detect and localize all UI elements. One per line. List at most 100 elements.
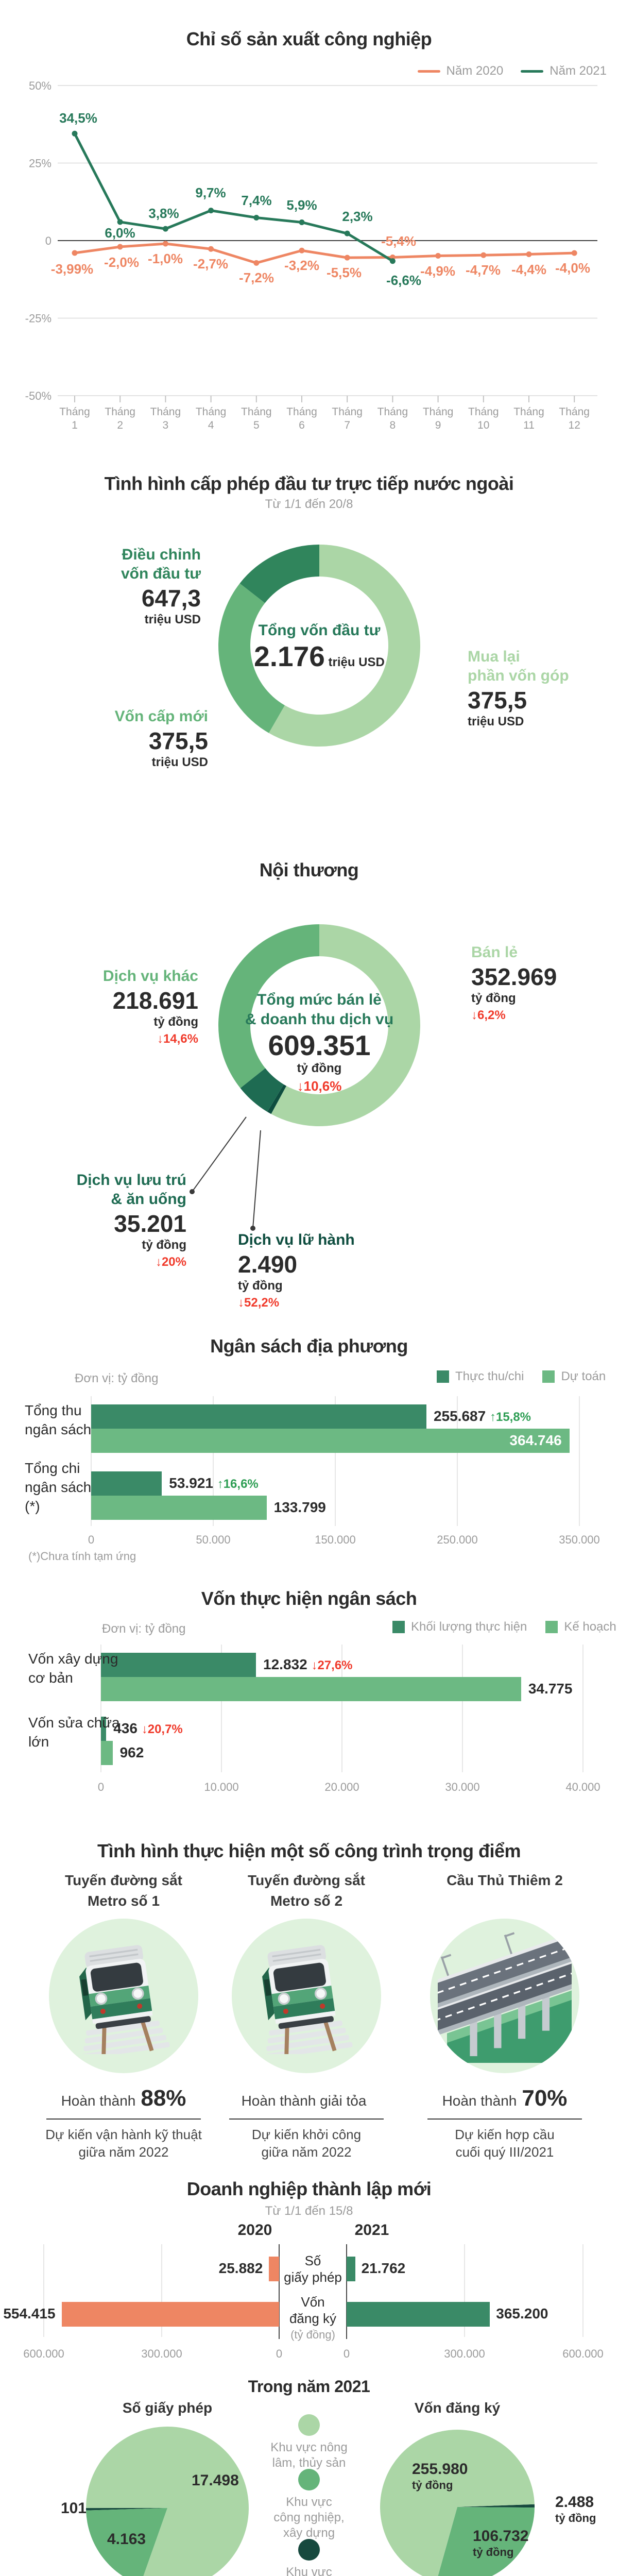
line-series-2021 (73, 132, 394, 263)
project-title-line: Tuyến đường sắt (248, 1872, 365, 1888)
donut-segment (240, 1068, 284, 1112)
business-row2-unit: (tỷ đồng) (290, 2328, 335, 2341)
x-axis-tick: Tháng 6 (286, 406, 317, 431)
project-note-line: giữa năm 2022 (78, 2144, 169, 2160)
donut-center-fdi: Tổng vốn đầu tư 2.176 triệu USD (254, 622, 385, 672)
legend-dot-agriculture (298, 2414, 320, 2436)
donut-segment (239, 545, 319, 603)
bar-plan (91, 1496, 267, 1520)
bar-value-plan: 364.746 (509, 1432, 562, 1448)
bar-value-2021: 21.762 (361, 2260, 406, 2276)
donut-label-d-ch-v-l-h-nh: Dịch vụ lữ hành 2.490 tỷ đồng ↓52,2% (238, 1231, 355, 1310)
legend-item-2021: Năm 2021 (521, 64, 607, 78)
donut-segment (218, 583, 285, 733)
donut-center-trade: Tổng mức bán lẻ & doanh thu dịch vụ 609.35… (245, 991, 394, 1094)
bar-2021 (347, 2257, 355, 2281)
capital-legend-swatch-plan (545, 1621, 558, 1633)
donut-label-d-ch-v-kh-c: Dịch vụ khác 218.691 tỷ đồng ↓14,6% (102, 968, 198, 1046)
x-axis-tick: Tháng 1 (59, 406, 90, 431)
x-axis-tick: Tháng 8 (377, 406, 408, 431)
pie-slice (457, 2504, 535, 2508)
x-axis-tick: Tháng 4 (196, 406, 227, 431)
pie-value-label: 4.163 (107, 2531, 146, 2548)
x-axis-tick: 0 (276, 2347, 283, 2360)
industrial-legend: Năm 2020 Năm 2021 (417, 64, 607, 78)
y2021-title: Trong năm 2021 (248, 2377, 370, 2396)
budget-legend-swatch-plan (542, 1370, 555, 1383)
bar-2020 (269, 2257, 279, 2281)
pie1-title: Số giấy phép (122, 2400, 213, 2416)
bar-plan (101, 1741, 113, 1765)
pie-slice (85, 2507, 167, 2511)
x-axis-tick: 150.000 (315, 1533, 356, 1546)
x-axis-tick: 600.000 (23, 2347, 64, 2360)
x-axis-tick: Tháng 12 (559, 406, 590, 431)
pie-slice (380, 2430, 535, 2576)
bar-value-2021: 365.200 (496, 2306, 548, 2321)
bar-plan (91, 1429, 570, 1453)
data-label: -3,99% (51, 261, 93, 277)
budget-footnote: (*)Chưa tính tạm ứng (28, 1550, 136, 1563)
y-axis-tick: 25% (29, 157, 52, 170)
project-status: Hoàn thành 88% (61, 2086, 186, 2111)
data-label: -6,6% (386, 273, 421, 288)
y-axis-tick: 50% (29, 79, 52, 92)
data-label: -7,2% (239, 270, 274, 285)
donut-label-d-ch-v-l-u-tr-n-u-ng: Dịch vụ lưu trú & ăn uống 35.201 tỷ đồng ↓20… (76, 1172, 186, 1269)
project-column-bridge: Cầu Thủ Thiêm 2 Hoàn th (417, 1870, 592, 2161)
project-status: Hoàn thành 70% (442, 2086, 568, 2111)
legend-label-2020: Năm 2020 (446, 64, 504, 78)
project-status-value: 70% (522, 2086, 568, 2111)
project-illustration-bg (232, 1919, 381, 2073)
data-label: -2,0% (104, 255, 139, 270)
bar-value-actual: 53.921 ↑16,6% (169, 1475, 259, 1491)
bar-value-2020: 554.415 (3, 2306, 56, 2321)
donut-label--i-u-ch-nh-v-n-u-t-: Điều chỉnh vốn đầu tư 647,3 triệu USD (121, 546, 201, 626)
donut-label-b-n-l-: Bán lẻ 352.969 tỷ đồng ↓6,2% (471, 944, 557, 1022)
x-axis-tick: Tháng 9 (423, 406, 454, 431)
x-axis-tick: Tháng 10 (468, 406, 499, 431)
bar-row-label: Tổng thu ngân sách (25, 1402, 92, 1437)
capital-pie (380, 2430, 535, 2576)
project-note-line: giữa năm 2022 (261, 2144, 352, 2160)
x-axis-tick: 250.000 (437, 1533, 478, 1546)
project-title-line (417, 1891, 592, 1911)
donut-segment (271, 924, 421, 1126)
x-axis-tick: Tháng 7 (332, 406, 363, 431)
x-axis-tick: Tháng 11 (513, 406, 544, 431)
data-label: -4,7% (466, 262, 501, 278)
pie-legend-agriculture: Khu vực nông lâm, thủy sản (242, 2414, 376, 2471)
fdi-subtitle: Từ 1/1 đến 20/8 (265, 497, 353, 511)
bar-actual (101, 1717, 107, 1741)
x-axis-tick: 600.000 (562, 2347, 604, 2360)
capital-unit-note: Đơn vị: tỷ đồng (102, 1622, 186, 1636)
data-label: -5,5% (327, 265, 362, 280)
divider (229, 2119, 384, 2120)
business-row2-label: Vốn đăng ký (tỷ đồng) (279, 2294, 347, 2343)
bar-value-plan: 133.799 (273, 1499, 326, 1515)
budget-legend-plan: Dự toán (561, 1369, 606, 1383)
legend-item-2020: Năm 2020 (417, 64, 504, 78)
budget-legend-swatch-actual (437, 1370, 449, 1383)
x-axis-tick: 50.000 (196, 1533, 231, 1546)
donut-segment (269, 545, 420, 747)
x-axis-tick: 10.000 (204, 1781, 239, 1793)
project-illustration-bg (430, 1919, 579, 2073)
project-status-value: 88% (141, 2086, 186, 2111)
metro-train-icon (79, 1944, 170, 2054)
legend-dot-services (298, 2539, 320, 2561)
pie-legend-industry: Khu vực công nghiệp, xây dựng (242, 2469, 376, 2541)
x-axis-tick: 30.000 (445, 1781, 480, 1793)
trade-title: Nội thương (259, 859, 359, 880)
bar-plan (101, 1677, 521, 1701)
bar-row-label: Vốn sửa chữa lớn (28, 1715, 120, 1750)
project-title-line: Cầu Thủ Thiêm 2 (447, 1872, 563, 1888)
data-label: -1,0% (148, 251, 183, 266)
data-label: -2,7% (193, 256, 228, 272)
donut-label-mua-l-i-ph-n-v-n-g-p: Mua lại phần vốn góp 375,5 triệu USD (468, 648, 569, 728)
capital-legend-plan: Kế hoạch (564, 1620, 616, 1634)
budget-unit-note: Đơn vị: tỷ đồng (75, 1371, 159, 1385)
licenses-pie (85, 2427, 249, 2576)
